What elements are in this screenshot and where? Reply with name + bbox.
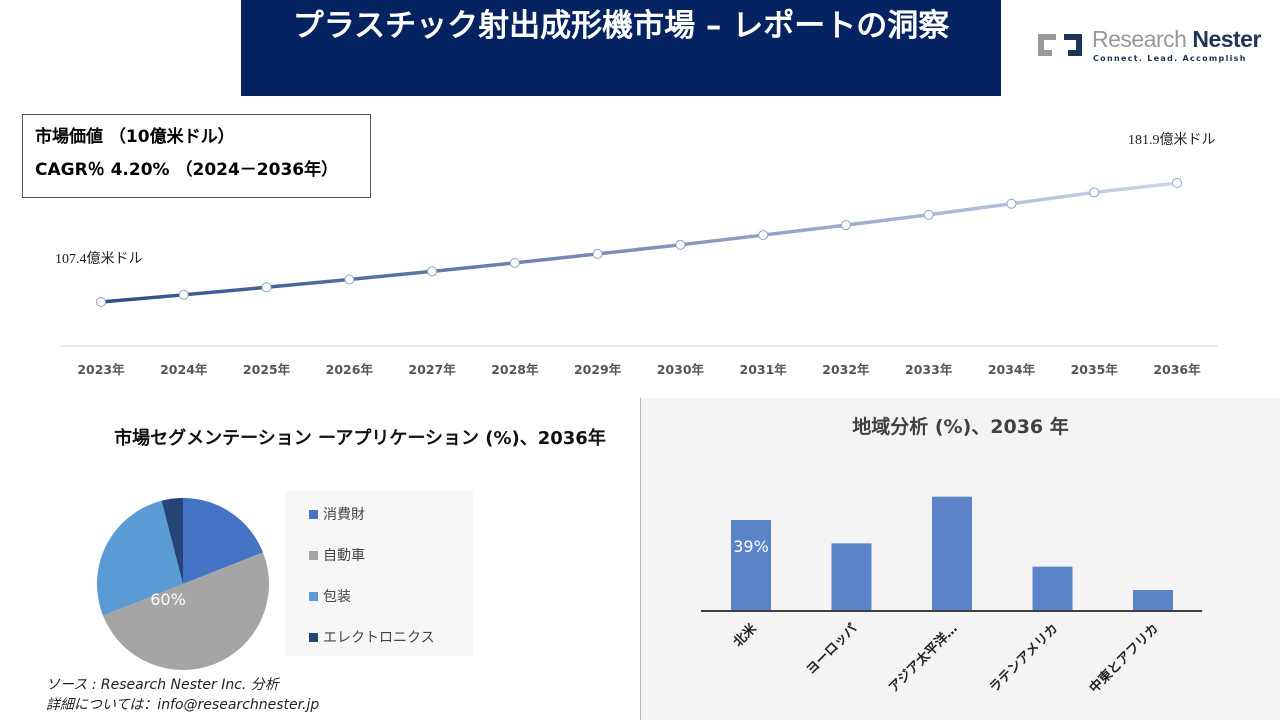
data-point [923,209,934,220]
legend-item: 自動車 [309,545,365,565]
pie-legend: 消費財自動車包装エレクトロニクス [285,491,473,656]
legend-swatch [309,509,318,519]
data-point [178,289,189,300]
legend-label: 消費財 [323,507,365,523]
logo-name: Research Nester [1092,26,1261,52]
x-tick-label: アジア太平洋… [886,621,961,696]
legend-item: エレクトロニクス [309,627,435,647]
x-tick-label: 中東とアフリカ [1086,621,1162,697]
legend-label: エレクトロニクス [323,630,435,646]
regional-panel: 地域分析 (%)、2036 年 北米 ヨーロッパ アジア太平洋… ラテンアメリカ 中東と… [640,398,1280,720]
page-title: プラスチック射出成形機市場 – レポートの洞察 [241,0,1001,96]
data-point [592,248,603,259]
bar [731,520,771,611]
pie-slice [183,498,263,584]
data-point [344,274,355,285]
x-tick-label: 2029年 [574,362,622,377]
pie-title: 市場セグメンテーション ーアプリケーション (%)、2036年 [114,428,606,449]
regional-bar-chart: 北米 ヨーロッパ アジア太平洋… ラテンアメリカ 中東とアフリカ 39% [701,496,1202,697]
market-info-box: 市場価値 （10億米ドル） CAGR％ 4.20% （2024－2036年） [22,114,371,198]
source-note: ソース : Research Nester Inc. 分析 詳細については：in… [46,675,319,715]
x-tick-label: 2033年 [905,362,953,377]
data-point [675,239,686,250]
x-tick-label: 2031年 [740,362,788,377]
x-tick-label: 2032年 [822,362,870,377]
cagr-label: CAGR％ 4.20% （2024－2036年） [35,160,339,180]
market-value-label: 市場価値 （10億米ドル） [35,127,235,147]
x-tick-label: 2036年 [1153,362,1201,377]
pie-slice [161,498,183,584]
contact-line: 詳細については：info@researchnester.jp [46,697,320,713]
end-annotation: 181.9億米ドル [1128,132,1216,148]
legend-label: 包装 [323,589,351,605]
legend-swatch [309,550,318,560]
start-annotation: 107.4億米ドル [55,251,143,267]
data-point [1006,198,1017,209]
pie-data-label: 60% [150,590,186,609]
data-point [758,230,769,241]
application-pie-chart: 60% [96,498,270,670]
series-line [100,181,1178,304]
x-tick-label: 2025年 [243,362,291,377]
x-tick-label: 2027年 [408,362,456,377]
data-point [840,220,851,231]
x-tick-label: 2026年 [326,362,374,377]
data-point [96,297,106,307]
logo-mark-icon [1038,34,1082,56]
source-line: ソース : Research Nester Inc. 分析 [46,677,279,693]
bar [831,543,872,611]
x-tick-label: 2035年 [1071,362,1119,377]
bar [932,496,972,611]
legend-item: 消費財 [309,504,365,524]
data-point [261,282,272,293]
bar [1133,590,1173,611]
x-tick-label: 2034年 [988,362,1036,377]
x-tick-label: 2024年 [160,362,208,377]
x-tick-label: ヨーロッパ [804,621,861,678]
x-tick-label: ラテンアメリカ [987,621,1062,696]
x-tick-label: 2030年 [657,362,705,377]
pie-slice [103,552,270,670]
x-tick-label: 2023年 [77,362,125,377]
bar-title: 地域分析 (%)、2036 年 [852,416,1069,438]
pie-slice [96,500,183,616]
legend-swatch [309,591,318,601]
market-line-chart: 2023年 2024年 2025年 2026年 2027年 2028年 2029年 2030年… [55,132,1218,377]
legend-item: 包装 [309,586,351,606]
bar [1032,566,1073,611]
bar-data-label: 39% [733,537,769,556]
x-tick-label: 2028年 [491,362,539,377]
data-point [509,257,520,268]
data-point [1172,178,1182,188]
data-point [427,266,438,277]
legend-label: 自動車 [323,548,365,564]
logo: Research Nester Connect. Lead. Accomplis… [1034,26,1274,66]
x-tick-label: 北米 [730,620,760,650]
logo-tagline: Connect. Lead. Accomplish [1093,54,1247,63]
legend-swatch [309,632,318,642]
data-point [1089,187,1100,198]
